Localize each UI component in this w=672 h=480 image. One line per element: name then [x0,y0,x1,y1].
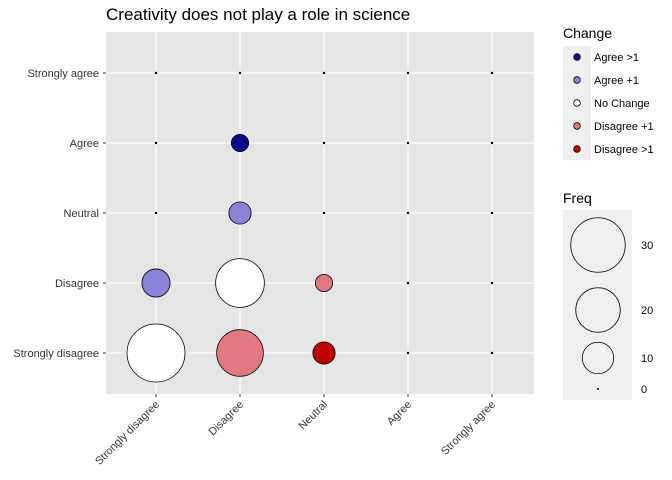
legend-change-title: Change [563,25,612,41]
data-point-disagree-by-neutral [228,201,252,225]
legend-change-swatch-no-change [573,99,581,107]
x-tick-label: Strongly agree [439,399,498,458]
legend-freq-title: Freq [563,190,592,206]
x-tick-label: Disagree [207,399,247,439]
legend-freq-label: 30 [641,240,653,252]
data-point-strongly-disagree-by-strongly-agree [154,71,158,75]
data-point-neutral-by-neutral [322,211,326,215]
y-tick-label: Neutral [64,208,99,220]
legend-change: Change Agree >1 Agree +1 No Change Disagree… [563,25,654,160]
legend-change-swatch-agree-1 [573,53,581,61]
x-tick-label: Neutral [297,399,331,433]
legend-freq-label: 0 [641,384,647,396]
data-point-strongly-agree-by-agree [490,141,494,145]
x-tick-label: Strongly disagree [93,399,162,468]
legend-change-label: Disagree +1 [594,121,654,133]
legend-change-label: Agree +1 [594,75,639,87]
data-point-disagree-by-agree [230,133,250,153]
data-point-strongly-agree-by-neutral [490,211,494,215]
legend-change-label: Agree >1 [594,52,639,64]
legend-freq-label: 20 [641,305,653,317]
legend-change-swatch-disagree-1 [573,122,581,130]
data-point-strongly-disagree-by-agree [154,141,158,145]
x-axis-ticks: Strongly disagree Disagree Neutral Agree Str… [93,394,498,468]
data-point-strongly-agree-by-disagree [490,281,494,285]
legend-change-label: Disagree >1 [594,144,654,156]
data-points [126,71,494,383]
data-point-strongly-agree-by-strongly-disagree [490,351,494,355]
legend-freq-label: 10 [641,353,653,365]
data-point-neutral-by-agree [322,141,326,145]
y-tick-label: Strongly agree [27,68,99,80]
x-tick-label: Agree [385,399,414,428]
y-tick-label: Agree [70,138,99,150]
legend-change-swatch-disagree-1 [573,145,581,153]
data-point-disagree-by-strongly-agree [238,71,242,75]
data-point-agree-by-strongly-agree [406,71,410,75]
legend-freq-swatch-10 [581,341,615,375]
chart-title: Creativity does not play a role in scien… [106,5,410,24]
legend-change-label: No Change [594,98,650,110]
legend-freq-swatch-20 [575,287,621,333]
legend-freq: Freq 30 20 10 0 [563,190,653,400]
data-point-agree-by-strongly-disagree [406,351,410,355]
data-point-agree-by-agree [406,141,410,145]
y-axis-ticks: Strongly disagree Disagree Neutral Agree Str… [13,68,106,360]
data-point-strongly-disagree-by-neutral [154,211,158,215]
legend-freq-swatch-30 [570,217,626,273]
data-point-disagree-by-disagree [215,258,265,308]
data-point-disagree-by-strongly-disagree [216,329,264,377]
data-point-neutral-by-disagree [314,273,334,293]
data-point-strongly-disagree-by-disagree [141,268,171,298]
legend-change-swatch-agree-1 [573,76,581,84]
legend-freq-swatch-0 [597,388,599,390]
y-tick-label: Disagree [55,278,99,290]
y-tick-label: Strongly disagree [13,348,99,360]
data-point-strongly-agree-by-strongly-agree [490,71,494,75]
data-point-neutral-by-strongly-disagree [312,341,336,365]
data-point-agree-by-disagree [406,281,410,285]
data-point-agree-by-neutral [406,211,410,215]
data-point-strongly-disagree-by-strongly-disagree [126,323,186,383]
data-point-neutral-by-strongly-agree [322,71,326,75]
